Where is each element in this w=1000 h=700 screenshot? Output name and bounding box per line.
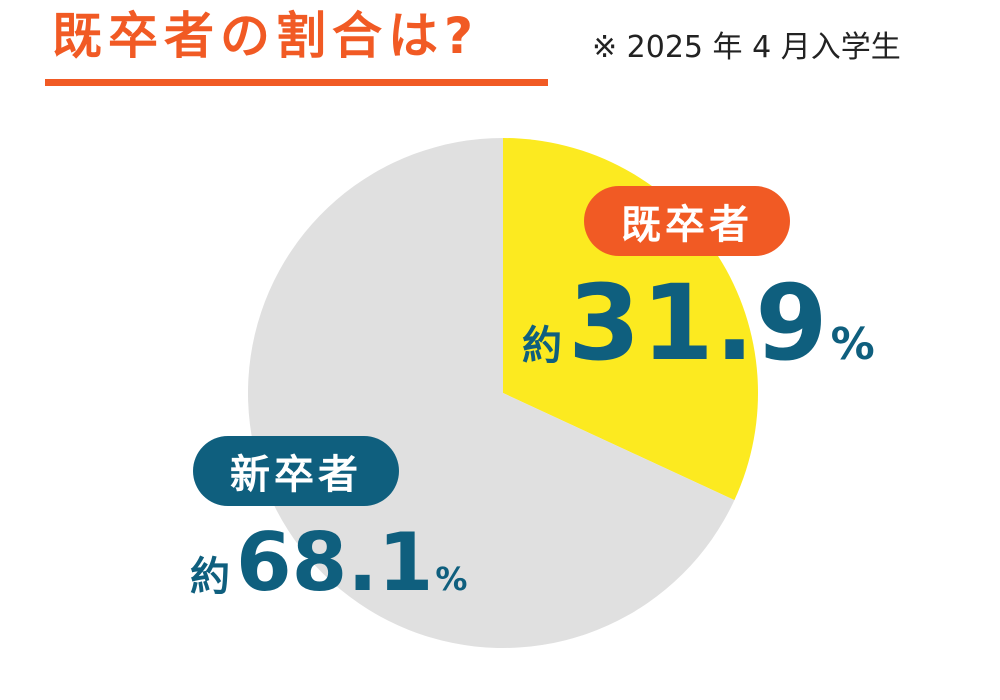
label-pill-graduates: 既卒者: [584, 186, 790, 256]
value-new-graduates: 約 68.1 %: [190, 516, 467, 609]
value-unit: %: [830, 319, 875, 370]
label-pill-new-graduates: 新卒者: [193, 436, 399, 506]
title-underline: [45, 79, 548, 86]
value-prefix: 約: [522, 323, 562, 369]
value-number: 31.9: [568, 262, 829, 384]
value-number: 68.1: [236, 516, 434, 609]
enrollment-note: ※ 2025 年 4 月入学生: [592, 30, 901, 65]
value-unit: %: [435, 560, 468, 598]
page-title: 既卒者の割合は?: [52, 7, 480, 65]
value-prefix: 約: [190, 554, 230, 600]
pie-slice-new-graduates: [247, 137, 735, 648]
value-graduates: 約 31.9 %: [522, 262, 875, 384]
